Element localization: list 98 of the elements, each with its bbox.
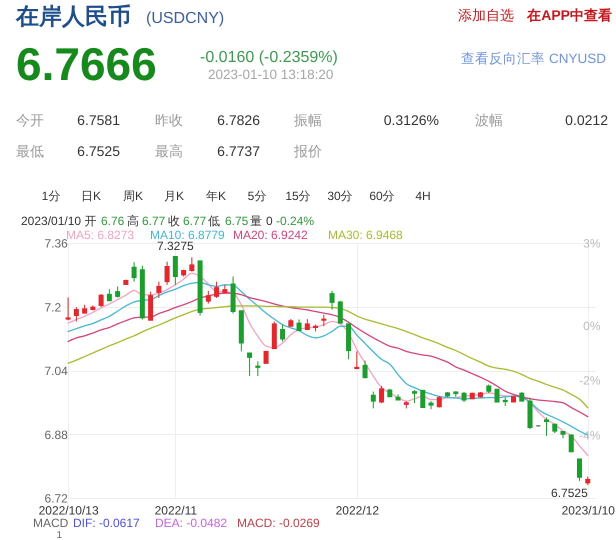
text: 振幅 — [294, 112, 322, 128]
text: MA5: 6.8273 — [66, 228, 134, 242]
y2-tick-label: 3% — [583, 236, 601, 250]
x-tick-label: 2023/1/10 — [562, 504, 616, 518]
text: 6.77 — [183, 214, 207, 228]
candlestick — [74, 306, 79, 322]
candlestick — [296, 319, 302, 332]
candlestick — [280, 324, 286, 342]
y2-tick-label: -4% — [579, 428, 601, 442]
text: 昨收 — [155, 112, 183, 128]
text: 年K — [206, 189, 226, 203]
candlestick — [98, 294, 104, 308]
candlestick — [577, 458, 582, 482]
text: DIF: -0.0617 — [73, 516, 140, 530]
text: MACD: -0.0269 — [237, 516, 320, 530]
text: 0.0212 — [565, 112, 608, 128]
candlestick — [412, 390, 418, 404]
text: 月K — [164, 189, 184, 203]
text: 查看反向汇率 CNYUSD — [461, 51, 606, 66]
candlestick — [568, 434, 574, 452]
x-tick-label: 2022/11 — [154, 504, 198, 518]
text: MACD — [33, 516, 69, 530]
text: 6.7826 — [217, 112, 260, 128]
candlestick — [544, 417, 550, 436]
x-tick-label: 2022/10/13 — [38, 504, 99, 518]
candlestick — [362, 360, 368, 379]
text: 日K — [80, 189, 102, 203]
text: 6.7525 — [77, 143, 120, 159]
text: 1 — [56, 530, 62, 540]
y-tick-label: 6.88 — [44, 428, 68, 442]
text: 最低 — [16, 143, 44, 159]
candlestick — [115, 286, 120, 298]
text: 1分 — [42, 189, 60, 203]
candlestick — [354, 350, 360, 370]
candlestick — [164, 261, 170, 286]
text: -0.0160 (-0.2359%) — [200, 49, 338, 66]
text: 30分 — [327, 189, 353, 203]
candlestick — [132, 262, 137, 282]
x-tick-label: 2022/12 — [336, 504, 380, 518]
text: 今开 — [16, 112, 44, 128]
text: 2023/01/10 开 — [21, 214, 96, 228]
text: 0.3126% — [384, 112, 439, 128]
text: 4H — [415, 189, 431, 203]
text: 6.7737 — [217, 143, 260, 159]
text: 6.7581 — [77, 112, 120, 128]
candlestick — [338, 300, 343, 324]
candlestick — [206, 290, 211, 304]
candlestick — [552, 422, 558, 434]
y-tick-label: 6.72 — [44, 492, 68, 506]
text: MA20: 6.9242 — [233, 228, 308, 242]
text: MA30: 6.9468 — [328, 228, 404, 242]
candlestick — [156, 281, 162, 298]
candlestick — [379, 386, 384, 404]
text: 15分 — [285, 189, 311, 203]
y-tick-label: 7.36 — [44, 236, 68, 250]
text: 60分 — [369, 189, 395, 203]
text: 周K — [122, 189, 144, 203]
text: 6.75 — [225, 214, 249, 228]
candlestick — [214, 281, 220, 298]
text: 6.7666 — [16, 38, 157, 90]
candlestick — [264, 350, 269, 364]
text: 收 — [168, 214, 180, 228]
text: 最高 — [155, 143, 183, 159]
candlestick — [462, 392, 467, 402]
text: 6.77 — [142, 214, 166, 228]
candlestick — [106, 288, 112, 302]
y2-tick-label: 0% — [583, 318, 601, 333]
text: 添加自选 — [458, 7, 514, 23]
y2-tick-label: -2% — [579, 374, 601, 388]
text: 高 — [127, 214, 139, 228]
candlestick — [321, 314, 326, 327]
candlestick — [172, 255, 178, 286]
text: 报价 — [293, 143, 322, 159]
candlestick — [494, 388, 500, 402]
chart-subtitle: (USDCNY) — [146, 10, 224, 27]
candlestick — [519, 392, 524, 402]
candlestick — [304, 318, 310, 330]
chart-title: 在岸人民币 — [15, 3, 131, 29]
candlestick — [189, 256, 194, 272]
candlestick — [66, 297, 71, 321]
candlestick — [370, 391, 376, 409]
text: DEA: -0.0482 — [155, 516, 228, 530]
text: 低 — [208, 214, 220, 228]
text: 在APP中查看 — [526, 7, 612, 23]
candlestick — [247, 352, 252, 377]
text: -0.24% — [276, 214, 314, 228]
annotation: 6.7525 — [551, 486, 588, 500]
text: 5分 — [248, 189, 266, 203]
candlestick — [255, 360, 260, 377]
candlestick — [330, 290, 335, 310]
text: 0 — [266, 214, 273, 228]
text: 6.76 — [101, 214, 125, 228]
text: 波幅 — [475, 112, 503, 128]
y-tick-label: 7.04 — [44, 364, 68, 378]
y-tick-label: 7.2 — [44, 300, 62, 314]
candlestick — [420, 390, 426, 408]
text: 2023-01-10 13:18:20 — [208, 67, 334, 82]
text: 量 — [250, 214, 262, 228]
